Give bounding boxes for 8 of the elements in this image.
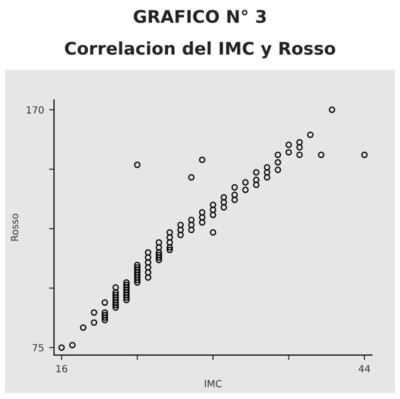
chart-title: GRAFICO N° 3 bbox=[134, 10, 266, 23]
y-tick-label: 75 bbox=[32, 344, 44, 352]
x-tick-label: 44 bbox=[358, 365, 370, 372]
x-axis-title: IMC bbox=[204, 380, 222, 388]
y-tick-label: 170 bbox=[26, 106, 44, 114]
chart-subtitle: Correlacion del IMC y Rosso bbox=[64, 41, 336, 58]
y-axis-title: Rosso bbox=[11, 214, 18, 241]
x-tick-label: 16 bbox=[56, 365, 68, 372]
